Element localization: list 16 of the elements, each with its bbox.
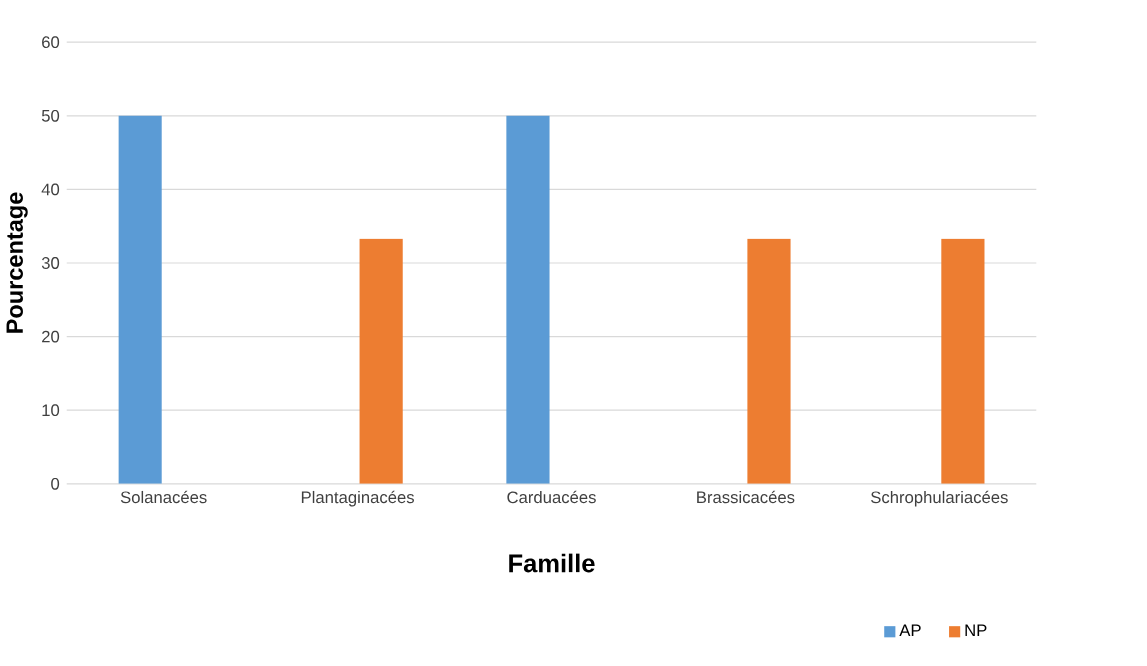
y-tick-label: 50 [41,109,60,122]
x-tick-label: Brassicacées [697,490,795,504]
y-tick-label: 40 [41,183,60,196]
y-tick-label: 10 [42,404,60,416]
legend-label: NP [965,624,987,636]
y-tick-label: 0 [51,477,60,490]
x-tick-label: Plantaginacées [301,490,414,507]
x-tick-label: Solanacées [120,490,207,504]
y-tick-label: 20 [42,330,60,343]
x-axis-title: Famille [509,553,595,573]
y-tick-label: 60 [42,36,60,48]
x-tick-label: Schrophulariacées [871,490,1008,507]
y-axis-title: Pourcentage [6,192,28,333]
x-tick-label: Carduacées [507,490,596,504]
legend-label: AP [899,624,921,636]
y-tick-label: 30 [41,256,60,269]
